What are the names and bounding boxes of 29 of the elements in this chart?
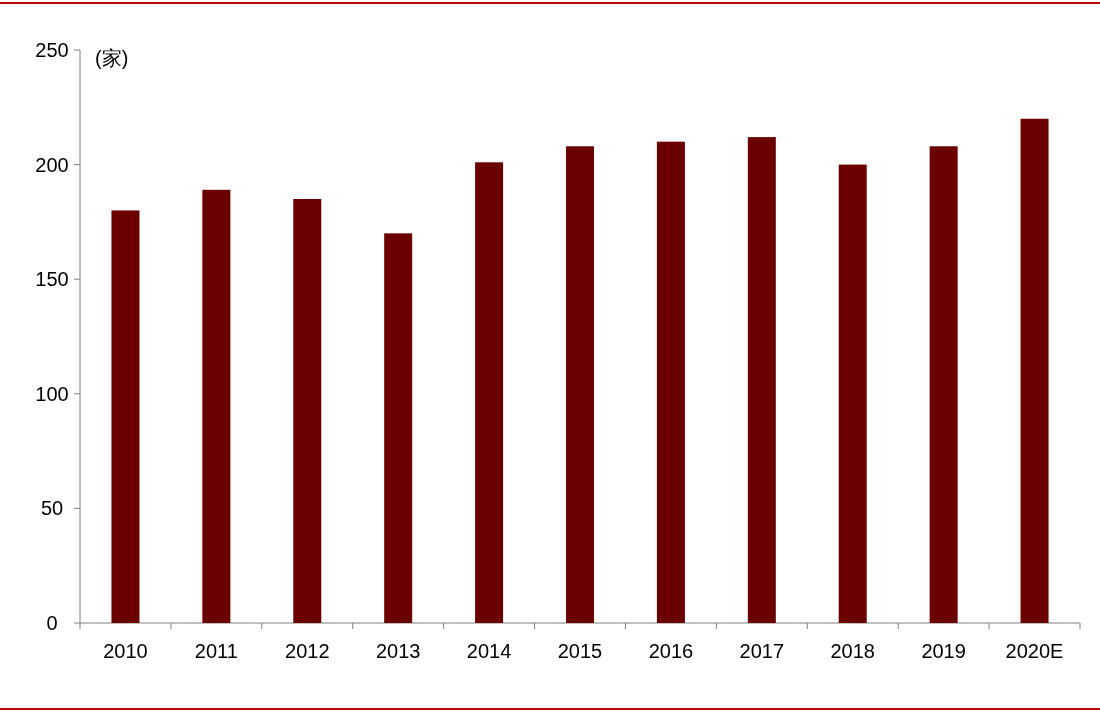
bar <box>293 198 322 623</box>
bar <box>838 164 867 623</box>
x-tick-label: 2014 <box>466 640 512 662</box>
x-tick-label: 2020E <box>1005 640 1064 662</box>
bar <box>566 146 594 623</box>
y-tick-label: 50 <box>40 497 64 520</box>
x-tick-label: 2019 <box>921 640 966 662</box>
bar <box>475 162 504 623</box>
y-tick-label: 200 <box>35 153 69 176</box>
x-tick-label: 2011 <box>194 640 238 662</box>
x-tick-label: 2017 <box>739 640 785 662</box>
bar <box>747 137 776 623</box>
bar <box>384 233 413 623</box>
y-tick-label: 150 <box>35 268 69 291</box>
y-tick-label: 100 <box>35 382 69 405</box>
bar <box>202 189 231 623</box>
x-tick-label: 2015 <box>557 640 603 662</box>
bar <box>656 141 685 623</box>
y-tick-label: 0 <box>46 612 58 634</box>
y-tick-label: 250 <box>35 39 69 61</box>
y-axis-title: (家) <box>95 47 129 69</box>
x-tick-label: 2012 <box>285 640 330 662</box>
x-tick-label: 2016 <box>648 640 694 662</box>
x-tick-label: 2010 <box>103 640 148 662</box>
x-tick-label: 2013 <box>375 640 421 662</box>
bar <box>1020 118 1049 623</box>
bar <box>929 146 958 623</box>
bar <box>111 210 140 623</box>
x-tick-label: 2018 <box>830 640 875 662</box>
